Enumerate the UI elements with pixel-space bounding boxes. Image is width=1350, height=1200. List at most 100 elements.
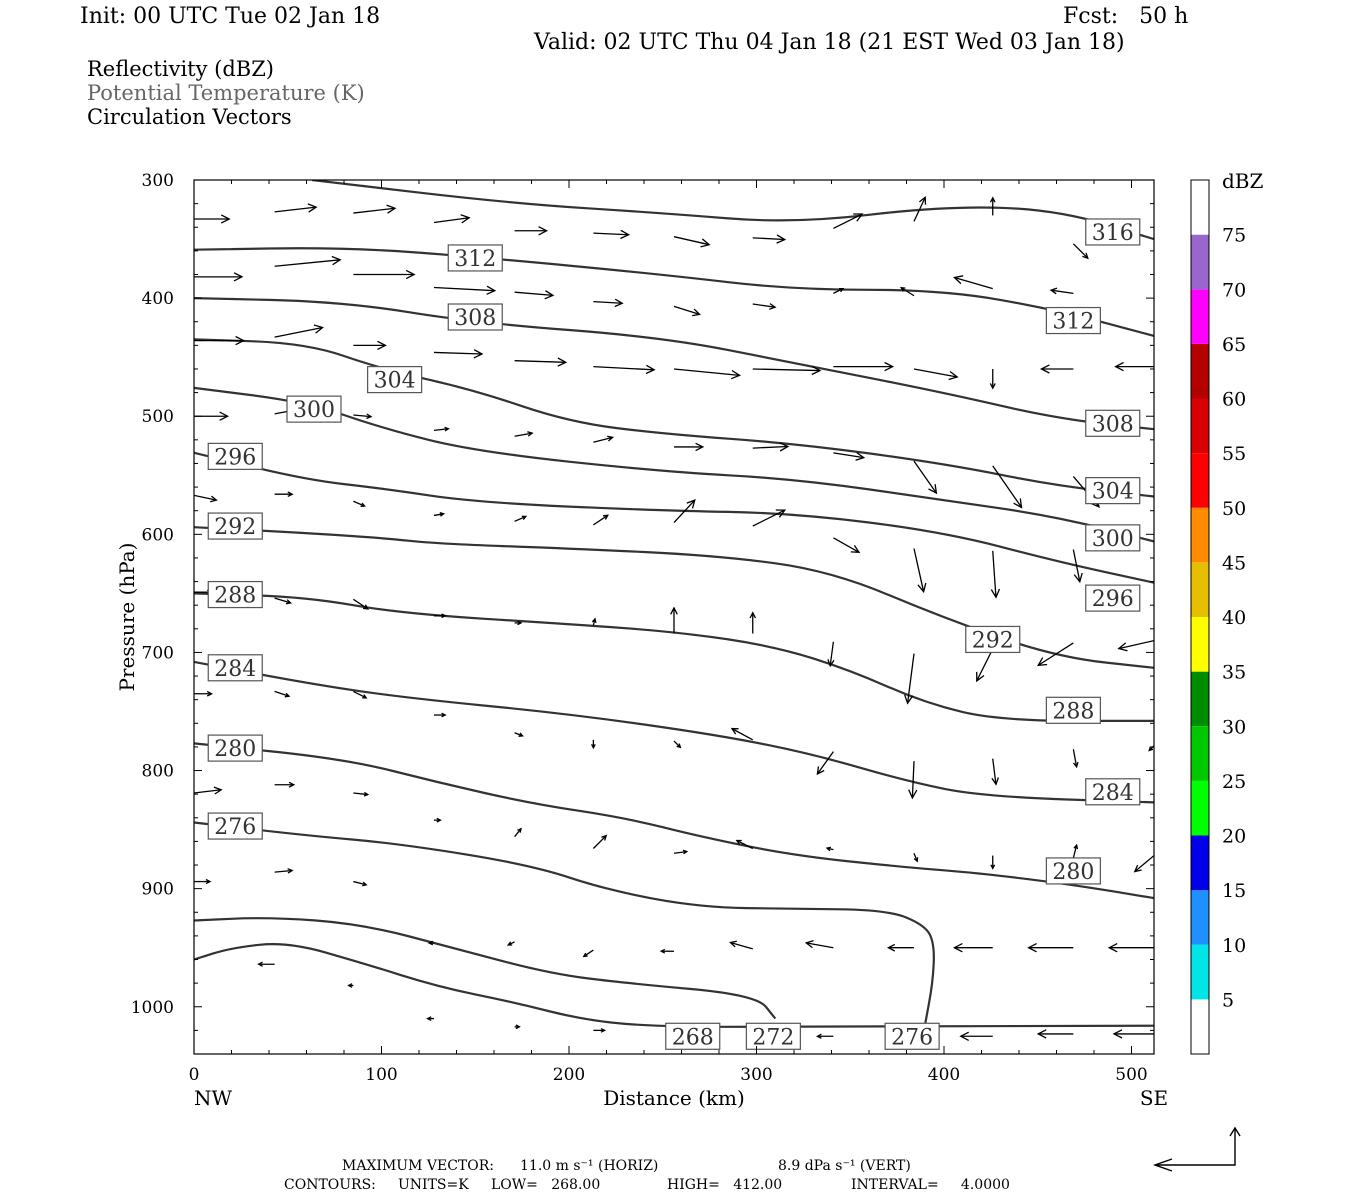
circulation-vector	[274, 491, 294, 497]
circulation-vector	[990, 855, 996, 870]
init-time-label: Init: 00 UTC Tue 02 Jan 18	[80, 4, 381, 29]
svg-text:316: 316	[1092, 221, 1134, 246]
y-tick-label: 400	[142, 289, 174, 309]
circulation-vector	[514, 827, 522, 838]
circulation-vector	[194, 494, 218, 503]
colorbar-segment	[1191, 780, 1209, 836]
circulation-vector	[729, 940, 753, 950]
svg-text:308: 308	[454, 306, 496, 331]
colorbar-label: 10	[1222, 935, 1246, 957]
reference-vector-icon	[1152, 1126, 1241, 1172]
colorbar-label: 55	[1222, 443, 1246, 465]
y-tick-label: 500	[142, 407, 174, 427]
circulation-vectors	[194, 195, 1154, 1041]
colorbar-segment	[1191, 726, 1209, 781]
circulation-vector	[833, 537, 861, 554]
colorbar-label: 40	[1222, 607, 1246, 629]
theta-contour-284	[194, 660, 1154, 804]
circulation-vector	[433, 426, 450, 432]
circulation-vector	[1114, 361, 1154, 372]
theta-contour-292	[194, 526, 1154, 669]
circulation-vector	[274, 324, 324, 338]
theta-contour-276	[194, 821, 935, 1024]
colorbar-label: 60	[1222, 389, 1246, 411]
circulation-vector	[989, 196, 996, 216]
svg-text:296: 296	[1092, 587, 1134, 612]
contour-label-308: 308	[1085, 409, 1141, 437]
contour-low: LOW= 268.00	[491, 1177, 601, 1193]
theta-contour-308	[194, 297, 1154, 431]
x-tick-label: 400	[928, 1065, 960, 1085]
contour-units: UNITS=K	[398, 1177, 469, 1193]
colorbar-title: dBZ	[1222, 169, 1264, 193]
theta-contour-288	[194, 592, 1154, 722]
contour-label-304: 304	[367, 366, 423, 394]
circulation-vector	[1117, 639, 1154, 652]
contour-label-300: 300	[286, 395, 342, 423]
circulation-vector	[194, 272, 244, 282]
circulation-vector	[989, 368, 996, 390]
circulation-vector	[752, 365, 822, 376]
circulation-vector	[353, 204, 397, 214]
contour-label-296: 296	[1085, 584, 1141, 612]
circulation-vector	[1072, 749, 1079, 769]
theta-contour-296	[194, 451, 1154, 584]
contour-label-292: 292	[207, 512, 263, 540]
colorbar-segment	[1191, 343, 1209, 399]
colorbar-label: 5	[1222, 989, 1234, 1011]
circulation-vector	[194, 214, 231, 224]
x-tick-label: 0	[189, 1065, 200, 1085]
colorbar-label: 65	[1222, 334, 1246, 356]
contour-label-296: 296	[207, 442, 263, 470]
circulation-vector	[514, 357, 568, 367]
svg-text:312: 312	[1052, 310, 1094, 335]
colorbar-segment	[1191, 835, 1209, 891]
circulation-vector	[959, 1031, 993, 1041]
circulation-vector	[514, 732, 524, 737]
theta-contour-304	[194, 338, 1154, 498]
circulation-vector	[1107, 943, 1154, 953]
circulation-vector	[673, 849, 689, 855]
circulation-vector	[353, 340, 387, 350]
circulation-vector	[913, 852, 919, 863]
contour-label-312: 312	[1045, 306, 1101, 335]
circulation-vector	[752, 303, 777, 310]
y-tick-label: 800	[142, 762, 174, 782]
svg-text:288: 288	[214, 584, 256, 609]
circulation-vector	[593, 1028, 607, 1033]
max-vector-label: MAXIMUM VECTOR:	[342, 1158, 494, 1174]
svg-text:296: 296	[214, 445, 256, 470]
theta-contour-272	[194, 917, 777, 1020]
colorbar-label: 30	[1222, 716, 1246, 738]
circulation-vector	[194, 690, 214, 697]
plot-border	[193, 179, 1155, 1055]
axes: 0 100 200 300 400 500 300 400 500 600 700 800 900 100…	[115, 171, 1168, 1110]
circulation-vector	[1133, 855, 1154, 873]
contour-label-304: 304	[1085, 477, 1141, 505]
circulation-vector	[353, 269, 416, 280]
svg-text:292: 292	[972, 628, 1014, 653]
theta-contour-268	[194, 943, 1154, 1028]
circulation-vector	[592, 834, 608, 849]
circulation-vector	[1072, 243, 1089, 260]
contour-label-280: 280	[207, 734, 263, 762]
circulation-vector	[353, 791, 370, 797]
circulation-vector	[833, 213, 864, 230]
svg-text:288: 288	[1052, 699, 1094, 724]
circulation-vector	[274, 203, 318, 213]
svg-text:280: 280	[1052, 860, 1094, 885]
svg-text:300: 300	[293, 398, 335, 423]
circulation-vector	[514, 620, 523, 626]
circulation-vector	[827, 641, 835, 668]
contours-label: CONTOURS:	[284, 1177, 376, 1193]
contour-label-292: 292	[965, 625, 1021, 653]
colorbar-label: 20	[1222, 826, 1246, 848]
colorbar-segment	[1191, 890, 1209, 945]
circulation-vector	[673, 305, 701, 317]
colorbar-segment	[1191, 398, 1209, 454]
circulation-vector	[952, 943, 993, 953]
x-tick-label: 300	[740, 1065, 772, 1085]
circulation-vector	[274, 255, 342, 267]
circulation-vector	[913, 368, 959, 381]
contour-label-312: 312	[447, 244, 503, 272]
